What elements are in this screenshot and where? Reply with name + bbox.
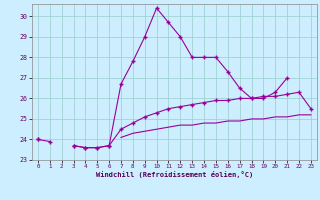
X-axis label: Windchill (Refroidissement éolien,°C): Windchill (Refroidissement éolien,°C) [96, 171, 253, 178]
